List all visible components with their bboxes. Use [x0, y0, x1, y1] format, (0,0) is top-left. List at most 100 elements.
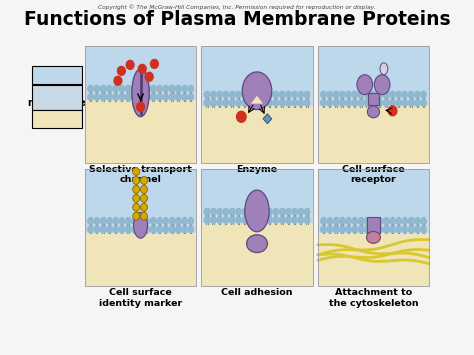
Circle shape — [352, 100, 357, 106]
Polygon shape — [263, 114, 272, 124]
Circle shape — [292, 100, 297, 106]
Circle shape — [229, 217, 235, 223]
Circle shape — [217, 100, 222, 106]
Circle shape — [248, 208, 254, 215]
Circle shape — [365, 226, 370, 233]
Circle shape — [254, 217, 260, 223]
Circle shape — [408, 91, 414, 98]
Bar — [85, 169, 196, 218]
Circle shape — [408, 218, 414, 224]
Circle shape — [140, 212, 147, 220]
Circle shape — [140, 185, 147, 193]
Circle shape — [390, 91, 395, 98]
Circle shape — [131, 94, 137, 100]
Circle shape — [100, 218, 106, 224]
Circle shape — [267, 100, 272, 106]
Circle shape — [182, 226, 187, 233]
Circle shape — [421, 100, 426, 106]
Circle shape — [298, 217, 303, 223]
Circle shape — [414, 91, 420, 98]
Circle shape — [210, 217, 216, 223]
Circle shape — [146, 72, 153, 81]
Circle shape — [163, 86, 168, 92]
Circle shape — [327, 226, 332, 233]
Circle shape — [133, 203, 140, 211]
Ellipse shape — [134, 212, 147, 238]
Circle shape — [119, 226, 125, 233]
Circle shape — [133, 212, 140, 220]
Circle shape — [273, 100, 279, 106]
Circle shape — [304, 91, 310, 98]
Ellipse shape — [246, 235, 267, 253]
Circle shape — [138, 226, 143, 233]
Ellipse shape — [374, 75, 390, 94]
Circle shape — [248, 217, 254, 223]
Circle shape — [292, 91, 297, 98]
Circle shape — [371, 91, 376, 98]
Circle shape — [188, 94, 193, 100]
Circle shape — [414, 218, 420, 224]
Circle shape — [150, 218, 156, 224]
Circle shape — [261, 100, 266, 106]
Circle shape — [88, 86, 93, 92]
Circle shape — [100, 86, 106, 92]
Bar — [318, 218, 429, 233]
Text: Cell surface
receptor: Cell surface receptor — [342, 165, 405, 185]
Circle shape — [383, 91, 389, 98]
Text: Enzyme: Enzyme — [237, 165, 278, 174]
Circle shape — [421, 226, 426, 233]
Circle shape — [138, 218, 143, 224]
Circle shape — [279, 91, 285, 98]
Circle shape — [138, 64, 146, 73]
Circle shape — [113, 218, 118, 224]
Circle shape — [279, 208, 285, 215]
Circle shape — [358, 218, 364, 224]
Circle shape — [333, 226, 339, 233]
Circle shape — [377, 91, 383, 98]
Bar — [201, 169, 313, 208]
Circle shape — [402, 226, 408, 233]
Bar — [201, 208, 313, 223]
Circle shape — [292, 217, 297, 223]
Circle shape — [175, 226, 181, 233]
FancyBboxPatch shape — [32, 85, 82, 110]
Bar — [318, 46, 429, 91]
FancyBboxPatch shape — [32, 110, 82, 128]
Circle shape — [327, 91, 332, 98]
Bar — [318, 106, 429, 163]
Circle shape — [237, 111, 246, 122]
Circle shape — [100, 226, 106, 233]
Circle shape — [383, 226, 389, 233]
Circle shape — [113, 86, 118, 92]
Circle shape — [223, 217, 228, 223]
Ellipse shape — [357, 75, 373, 94]
Circle shape — [371, 100, 376, 106]
Circle shape — [273, 91, 279, 98]
Text: Copyright © The McGraw-Hill Companies, Inc. Permission required for reproduction: Copyright © The McGraw-Hill Companies, I… — [98, 4, 376, 10]
Bar — [85, 169, 196, 286]
Circle shape — [156, 226, 162, 233]
Circle shape — [304, 208, 310, 215]
Circle shape — [304, 100, 310, 106]
Circle shape — [169, 86, 174, 92]
Circle shape — [114, 76, 122, 85]
Circle shape — [396, 226, 401, 233]
Circle shape — [144, 218, 150, 224]
Circle shape — [182, 86, 187, 92]
Circle shape — [339, 100, 345, 106]
Circle shape — [402, 100, 408, 106]
Circle shape — [188, 86, 193, 92]
Bar — [318, 91, 429, 106]
Circle shape — [267, 217, 272, 223]
Circle shape — [248, 91, 254, 98]
Circle shape — [133, 194, 140, 202]
Circle shape — [175, 86, 181, 92]
Circle shape — [210, 208, 216, 215]
Circle shape — [242, 217, 247, 223]
Circle shape — [327, 100, 332, 106]
Circle shape — [365, 100, 370, 106]
Circle shape — [133, 168, 140, 175]
Circle shape — [267, 91, 272, 98]
Bar — [318, 169, 429, 218]
Circle shape — [365, 218, 370, 224]
